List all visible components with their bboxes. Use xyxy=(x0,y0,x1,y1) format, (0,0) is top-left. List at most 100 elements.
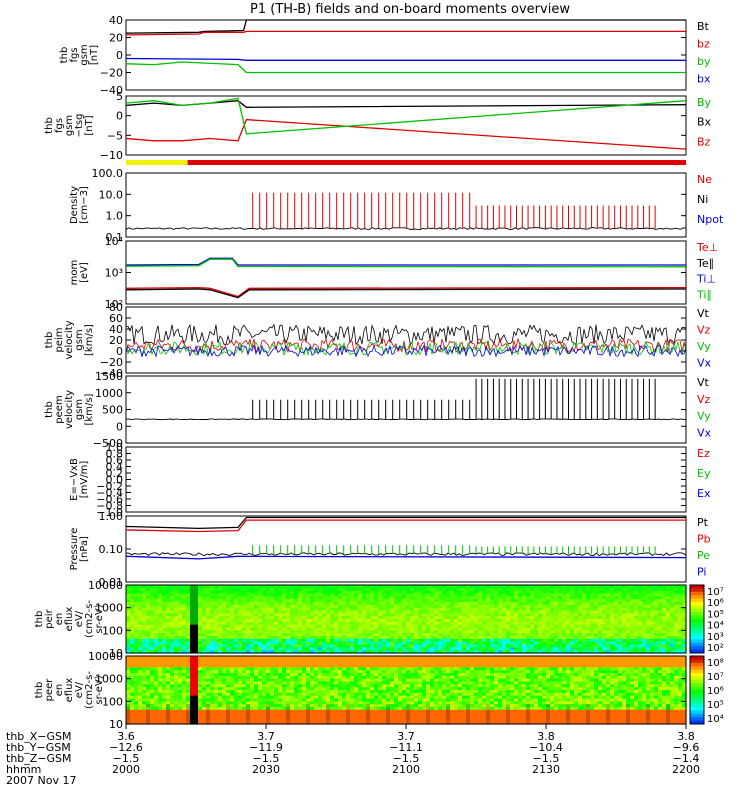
heatmap-cell xyxy=(410,587,415,592)
heatmap-cell xyxy=(134,687,139,691)
heatmap-cell xyxy=(190,604,195,609)
heatmap-cell xyxy=(358,590,363,595)
heatmap-cell xyxy=(254,619,259,623)
heatmap-cell xyxy=(202,704,207,708)
heatmap-cell xyxy=(298,624,303,629)
heatmap-cell xyxy=(178,630,183,634)
heatmap-cell xyxy=(618,644,623,648)
heatmap-cell xyxy=(382,613,387,617)
heatmap-cell xyxy=(402,647,407,651)
heatmap-cell xyxy=(302,633,307,637)
heatmap-cell xyxy=(166,607,171,612)
heatmap-cell xyxy=(294,695,299,700)
heatmap-cell xyxy=(290,687,295,691)
heatmap-cell xyxy=(310,681,315,685)
heatmap-cell xyxy=(218,701,223,705)
heatmap-cell xyxy=(194,636,199,640)
heatmap-cell xyxy=(326,616,331,620)
y-tick-label: 80 xyxy=(109,301,123,314)
heatmap-cell xyxy=(250,633,255,637)
heatmap-cell xyxy=(178,678,183,683)
heatmap-cell xyxy=(302,715,307,719)
y-axis-label: eflux xyxy=(64,607,75,632)
heatmap-cell xyxy=(518,613,523,617)
heatmap-cell xyxy=(650,604,655,609)
colorbar-step xyxy=(690,619,704,623)
heatmap-cell xyxy=(138,701,143,705)
heatmap-cell xyxy=(526,610,531,614)
heatmap-cell xyxy=(294,670,299,674)
heatmap-cell xyxy=(270,647,275,651)
heatmap-cell xyxy=(254,692,259,697)
heatmap-cell xyxy=(174,599,179,603)
heatmap-cell xyxy=(506,613,511,617)
heatmap-cell xyxy=(230,619,235,623)
heatmap-cell xyxy=(318,692,323,697)
heatmap-cell xyxy=(486,602,491,606)
heatmap-cell xyxy=(354,604,359,609)
heatmap-cell xyxy=(130,641,135,646)
heatmap-cell xyxy=(222,715,227,719)
y-tick-label: −1.0 xyxy=(96,506,123,519)
heatmap-cell xyxy=(526,624,531,629)
heatmap-cell xyxy=(586,596,591,600)
heatmap-cell xyxy=(450,619,455,623)
heatmap-cell xyxy=(670,610,675,614)
heatmap-cell xyxy=(310,701,315,705)
heatmap-cell xyxy=(586,607,591,612)
heatmap-cell xyxy=(246,684,251,688)
heatmap-cell xyxy=(446,613,451,617)
heatmap-cell xyxy=(150,596,155,600)
heatmap-cell xyxy=(406,599,411,603)
heatmap-cell xyxy=(466,647,471,651)
heatmap-cell xyxy=(542,650,547,654)
heatmap-cell xyxy=(310,619,315,623)
heatmap-cell xyxy=(282,684,287,688)
heatmap-cell xyxy=(302,712,307,717)
heatmap-cell xyxy=(438,616,443,620)
heatmap-cell xyxy=(214,712,219,717)
heatmap-cell xyxy=(314,616,319,620)
heatmap-cell xyxy=(314,641,319,646)
heatmap-cell xyxy=(218,692,223,697)
heatmap-cell xyxy=(638,647,643,651)
heatmap-cell xyxy=(582,624,587,629)
heatmap-cell xyxy=(262,707,267,711)
heatmap-cell xyxy=(522,602,527,606)
heatmap-cell xyxy=(310,658,315,663)
heatmap-cell xyxy=(302,621,307,626)
legend-Vy: Vy xyxy=(697,340,711,353)
heatmap-cell xyxy=(654,621,659,626)
heatmap-cell xyxy=(670,621,675,626)
heatmap-cell xyxy=(202,616,207,620)
heatmap-cell xyxy=(406,630,411,634)
y-tick-label: −20 xyxy=(100,67,123,80)
heatmap-cell xyxy=(310,607,315,612)
heatmap-cell xyxy=(534,590,539,595)
heatmap-cell xyxy=(250,624,255,629)
heatmap-cell xyxy=(162,636,167,640)
heatmap-cell xyxy=(546,619,551,623)
heatmap-cell xyxy=(418,619,423,623)
heatmap-cell xyxy=(418,613,423,617)
heatmap-cell xyxy=(238,715,243,719)
heatmap-cell xyxy=(154,636,159,640)
heatmap-cell xyxy=(166,613,171,617)
heatmap-cell xyxy=(614,647,619,651)
series-Te∥ xyxy=(125,288,687,299)
heatmap-cell xyxy=(306,661,311,666)
heatmap-cell xyxy=(210,667,215,671)
heatmap-cell xyxy=(146,607,151,612)
heatmap-cell xyxy=(274,695,279,700)
heatmap-cell xyxy=(178,692,183,697)
heatmap-cell xyxy=(414,636,419,640)
heatmap-cell xyxy=(394,621,399,626)
heatmap-cell xyxy=(290,613,295,617)
heatmap-cell xyxy=(394,599,399,603)
heatmap-cell xyxy=(314,613,319,617)
heatmap-cell xyxy=(258,658,263,663)
heatmap-cell xyxy=(358,619,363,623)
heatmap-cell xyxy=(278,698,283,702)
heatmap-cell xyxy=(546,627,551,631)
heatmap-cell xyxy=(130,695,135,700)
